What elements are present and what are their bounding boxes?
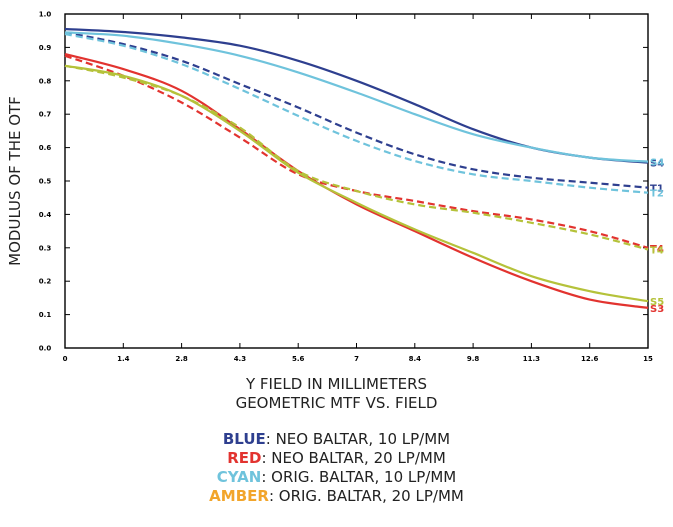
y-tick-label: 0.6 — [39, 144, 52, 152]
legend-entry-blue: BLUE: NEO BALTAR, 10 LP/MM — [0, 430, 673, 449]
y-tick-label: 0.7 — [39, 111, 52, 119]
legend-key-amber: AMBER — [209, 487, 269, 505]
legend-entry-red: RED: NEO BALTAR, 20 LP/MM — [0, 449, 673, 468]
x-axis-label: Y FIELD IN MILLIMETERS — [245, 375, 428, 393]
legend-text-amber: : ORIG. BALTAR, 20 LP/MM — [268, 487, 464, 505]
y-tick-label: 0.0 — [39, 345, 52, 353]
x-tick-label: 0 — [63, 355, 68, 363]
mtf-chart: 0 1.4 2.8 4.3 5.6 7 8.4 9.8 11.3 12.6 15 0.0 0.1 0.2 0… — [6, 11, 664, 364]
series-end-label-1: T1 — [650, 184, 664, 195]
y-tick-label: 0.8 — [39, 77, 52, 85]
series-end-label-4: S3 — [650, 304, 664, 315]
legend-text-red: : NEO BALTAR, 20 LP/MM — [261, 449, 446, 467]
series-end-label-6: S5 — [650, 297, 664, 308]
series-end-label-0: S4 — [650, 159, 664, 170]
x-tick-label: 7 — [354, 355, 359, 363]
x-tick-label: 1.4 — [117, 355, 130, 363]
legend-key-blue: BLUE — [222, 430, 266, 448]
legend-key-cyan: CYAN — [216, 468, 262, 486]
series-line-5 — [64, 54, 649, 249]
x-tick-label: 11.3 — [523, 355, 540, 363]
legend-text-cyan: : ORIG. BALTAR, 10 LP/MM — [261, 468, 457, 486]
x-tick-label: 15 — [643, 355, 653, 363]
legend: BLUE: NEO BALTAR, 10 LP/MM RED: NEO BALT… — [0, 430, 673, 506]
legend-key-red: RED — [227, 449, 262, 467]
x-tick-label: 8.4 — [409, 355, 422, 363]
series-line-1 — [64, 31, 649, 189]
y-axis-label: MODULUS OF THE OTF — [6, 96, 24, 266]
y-tick-label: 1.0 — [39, 11, 52, 19]
x-tick-label: 4.3 — [234, 355, 247, 363]
series-end-label-5: T4 — [650, 244, 664, 255]
series-end-label-7: T4 — [650, 245, 664, 256]
series-line-4 — [64, 53, 649, 309]
y-tick-label: 0.2 — [39, 278, 52, 286]
series-line-2 — [64, 31, 649, 163]
series-line-6 — [64, 64, 649, 303]
y-tick-label: 0.9 — [39, 44, 52, 52]
series-end-label-3: T2 — [650, 189, 664, 200]
y-tick-label: 0.5 — [39, 178, 52, 186]
chart-title: GEOMETRIC MTF VS. FIELD — [235, 394, 438, 412]
legend-entry-amber: AMBER: ORIG. BALTAR, 20 LP/MM — [0, 487, 673, 506]
series-line-0 — [64, 27, 649, 164]
x-tick-label: 9.8 — [467, 355, 480, 363]
x-tick-label: 2.8 — [175, 355, 188, 363]
y-tick-label: 0.4 — [39, 211, 52, 219]
series-end-label-2: S4 — [650, 158, 664, 169]
legend-entry-cyan: CYAN: ORIG. BALTAR, 10 LP/MM — [0, 468, 673, 487]
series-line-7 — [64, 64, 649, 251]
legend-text-blue: : NEO BALTAR, 10 LP/MM — [265, 430, 451, 448]
y-tick-label: 0.1 — [39, 311, 52, 319]
x-tick-label: 12.6 — [581, 355, 598, 363]
x-tick-label: 5.6 — [292, 355, 305, 363]
y-tick-label: 0.3 — [39, 244, 52, 252]
series-line-3 — [64, 32, 649, 194]
